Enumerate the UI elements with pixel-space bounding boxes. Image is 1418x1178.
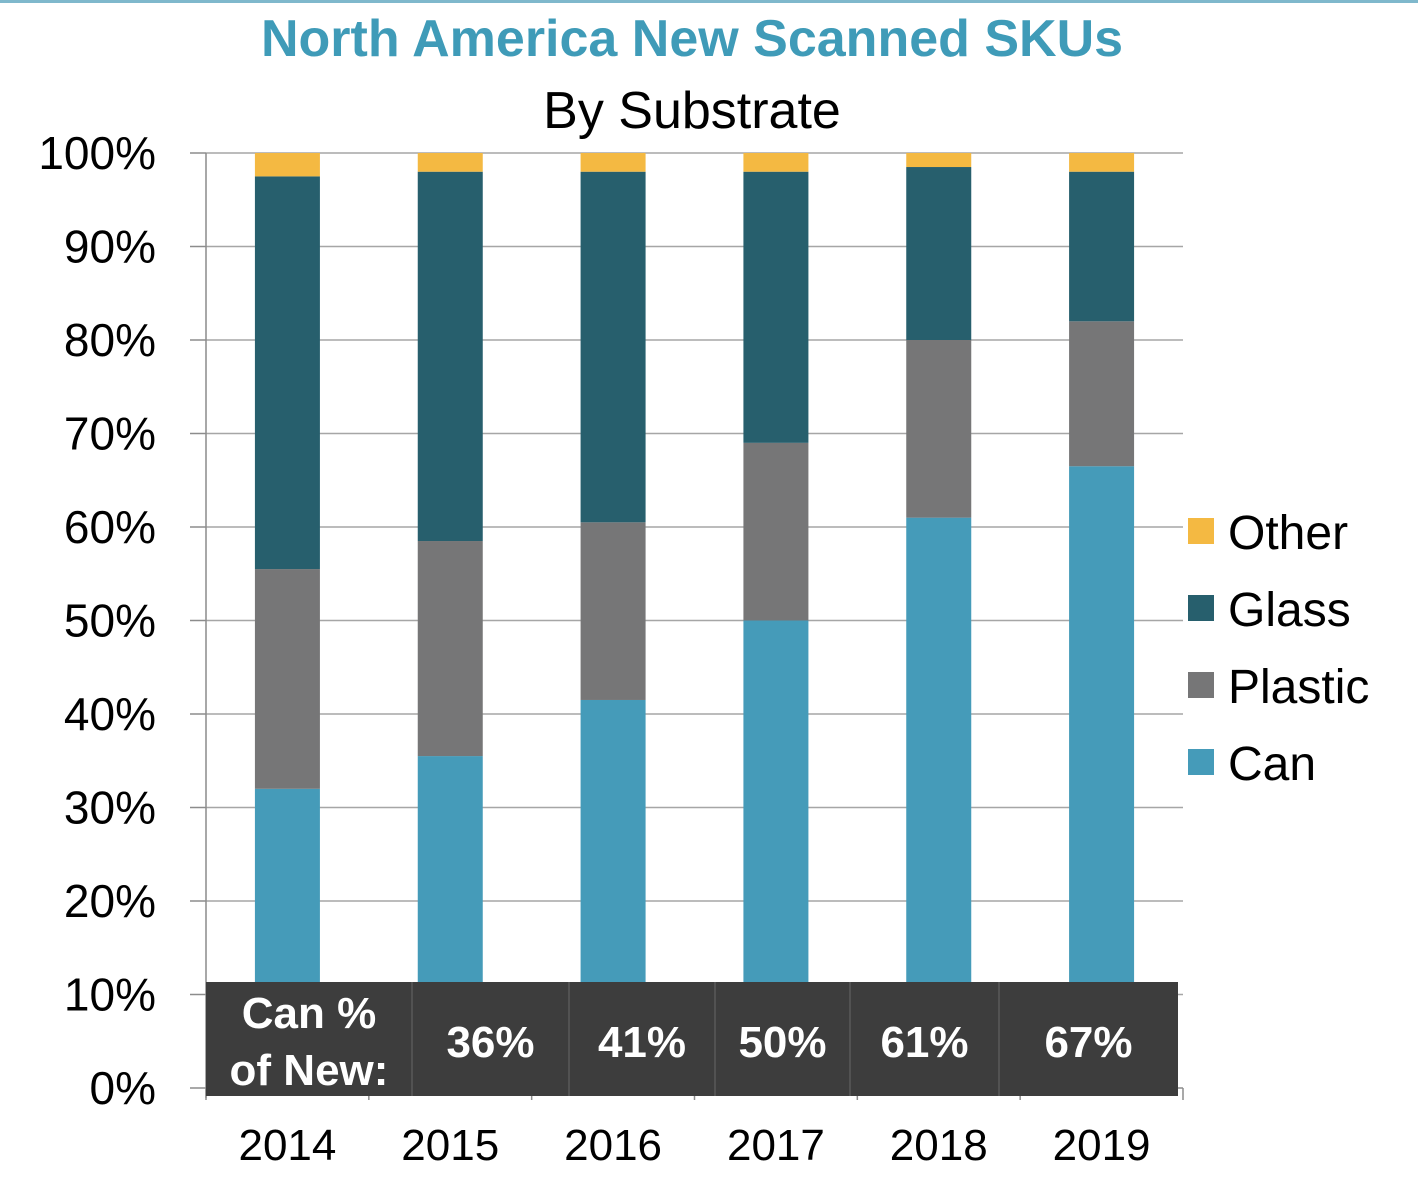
bar-plastic-2019 xyxy=(1069,321,1135,467)
bar-glass-2016 xyxy=(580,171,646,523)
legend-swatch-other xyxy=(1188,518,1214,544)
y-tick-label: 70% xyxy=(64,408,156,460)
bar-glass-2019 xyxy=(1069,171,1135,322)
legend: Other Glass Plastic Can xyxy=(1188,507,1369,791)
bar-other-2017 xyxy=(743,153,809,172)
gridlines xyxy=(190,152,1183,1089)
y-tick-label: 80% xyxy=(64,314,156,366)
can-share-table: Can % of New: 36% 41% 50% 61% 67% xyxy=(206,982,1178,1096)
bar-other-2014 xyxy=(254,153,320,177)
y-tick-label: 30% xyxy=(64,782,156,834)
x-axis-ticks: 2014 2015 2016 2017 2018 2019 xyxy=(238,1121,1150,1170)
x-tick-label: 2016 xyxy=(564,1121,662,1170)
table-value: 67% xyxy=(1044,1018,1132,1067)
legend-swatch-glass xyxy=(1188,595,1214,621)
bar-plastic-2014 xyxy=(254,569,320,789)
bar-glass-2014 xyxy=(254,176,320,570)
bar-plastic-2016 xyxy=(580,522,646,700)
table-value: 36% xyxy=(446,1018,534,1067)
y-tick-label: 10% xyxy=(64,969,156,1021)
chart-subtitle: By Substrate xyxy=(543,82,841,140)
bar-other-2018 xyxy=(906,153,972,168)
bars xyxy=(254,153,1135,1089)
legend-swatch-plastic xyxy=(1188,672,1214,698)
legend-swatch-can xyxy=(1188,749,1214,775)
y-tick-label: 50% xyxy=(64,595,156,647)
legend-label-plastic: Plastic xyxy=(1228,661,1369,714)
x-tick-label: 2017 xyxy=(727,1121,825,1170)
table-background xyxy=(206,982,1178,1096)
top-accent-line xyxy=(0,0,1418,3)
x-tick-label: 2015 xyxy=(401,1121,499,1170)
bar-other-2016 xyxy=(580,153,646,172)
y-tick-label: 90% xyxy=(64,221,156,273)
x-tick-label: 2014 xyxy=(238,1121,336,1170)
bar-glass-2018 xyxy=(906,167,972,340)
y-tick-label: 20% xyxy=(64,875,156,927)
table-header-line2: of New: xyxy=(230,1046,389,1095)
legend-label-glass: Glass xyxy=(1228,584,1351,637)
bar-glass-2015 xyxy=(417,171,483,542)
bar-plastic-2018 xyxy=(906,340,972,518)
table-value: 41% xyxy=(598,1018,686,1067)
y-tick-label: 60% xyxy=(64,501,156,553)
y-tick-label: 100% xyxy=(38,127,156,179)
y-tick-label: 0% xyxy=(90,1062,156,1114)
bar-other-2015 xyxy=(417,153,483,172)
y-tick-label: 40% xyxy=(64,688,156,740)
bar-glass-2017 xyxy=(743,171,809,443)
x-tick-label: 2019 xyxy=(1053,1121,1151,1170)
legend-label-other: Other xyxy=(1228,507,1348,560)
bar-plastic-2015 xyxy=(417,541,483,757)
bar-other-2019 xyxy=(1069,153,1135,172)
bar-plastic-2017 xyxy=(743,442,809,621)
x-tick-label: 2018 xyxy=(890,1121,988,1170)
table-value: 50% xyxy=(738,1018,826,1067)
y-axis-ticks: 0% 10% 20% 30% 40% 50% 60% 70% 80% 90% 100% xyxy=(38,127,156,1114)
axes xyxy=(205,153,1184,1100)
table-value: 61% xyxy=(880,1018,968,1067)
legend-label-can: Can xyxy=(1228,738,1316,791)
table-header-line1: Can % xyxy=(242,989,376,1038)
chart-title: North America New Scanned SKUs xyxy=(261,10,1123,68)
